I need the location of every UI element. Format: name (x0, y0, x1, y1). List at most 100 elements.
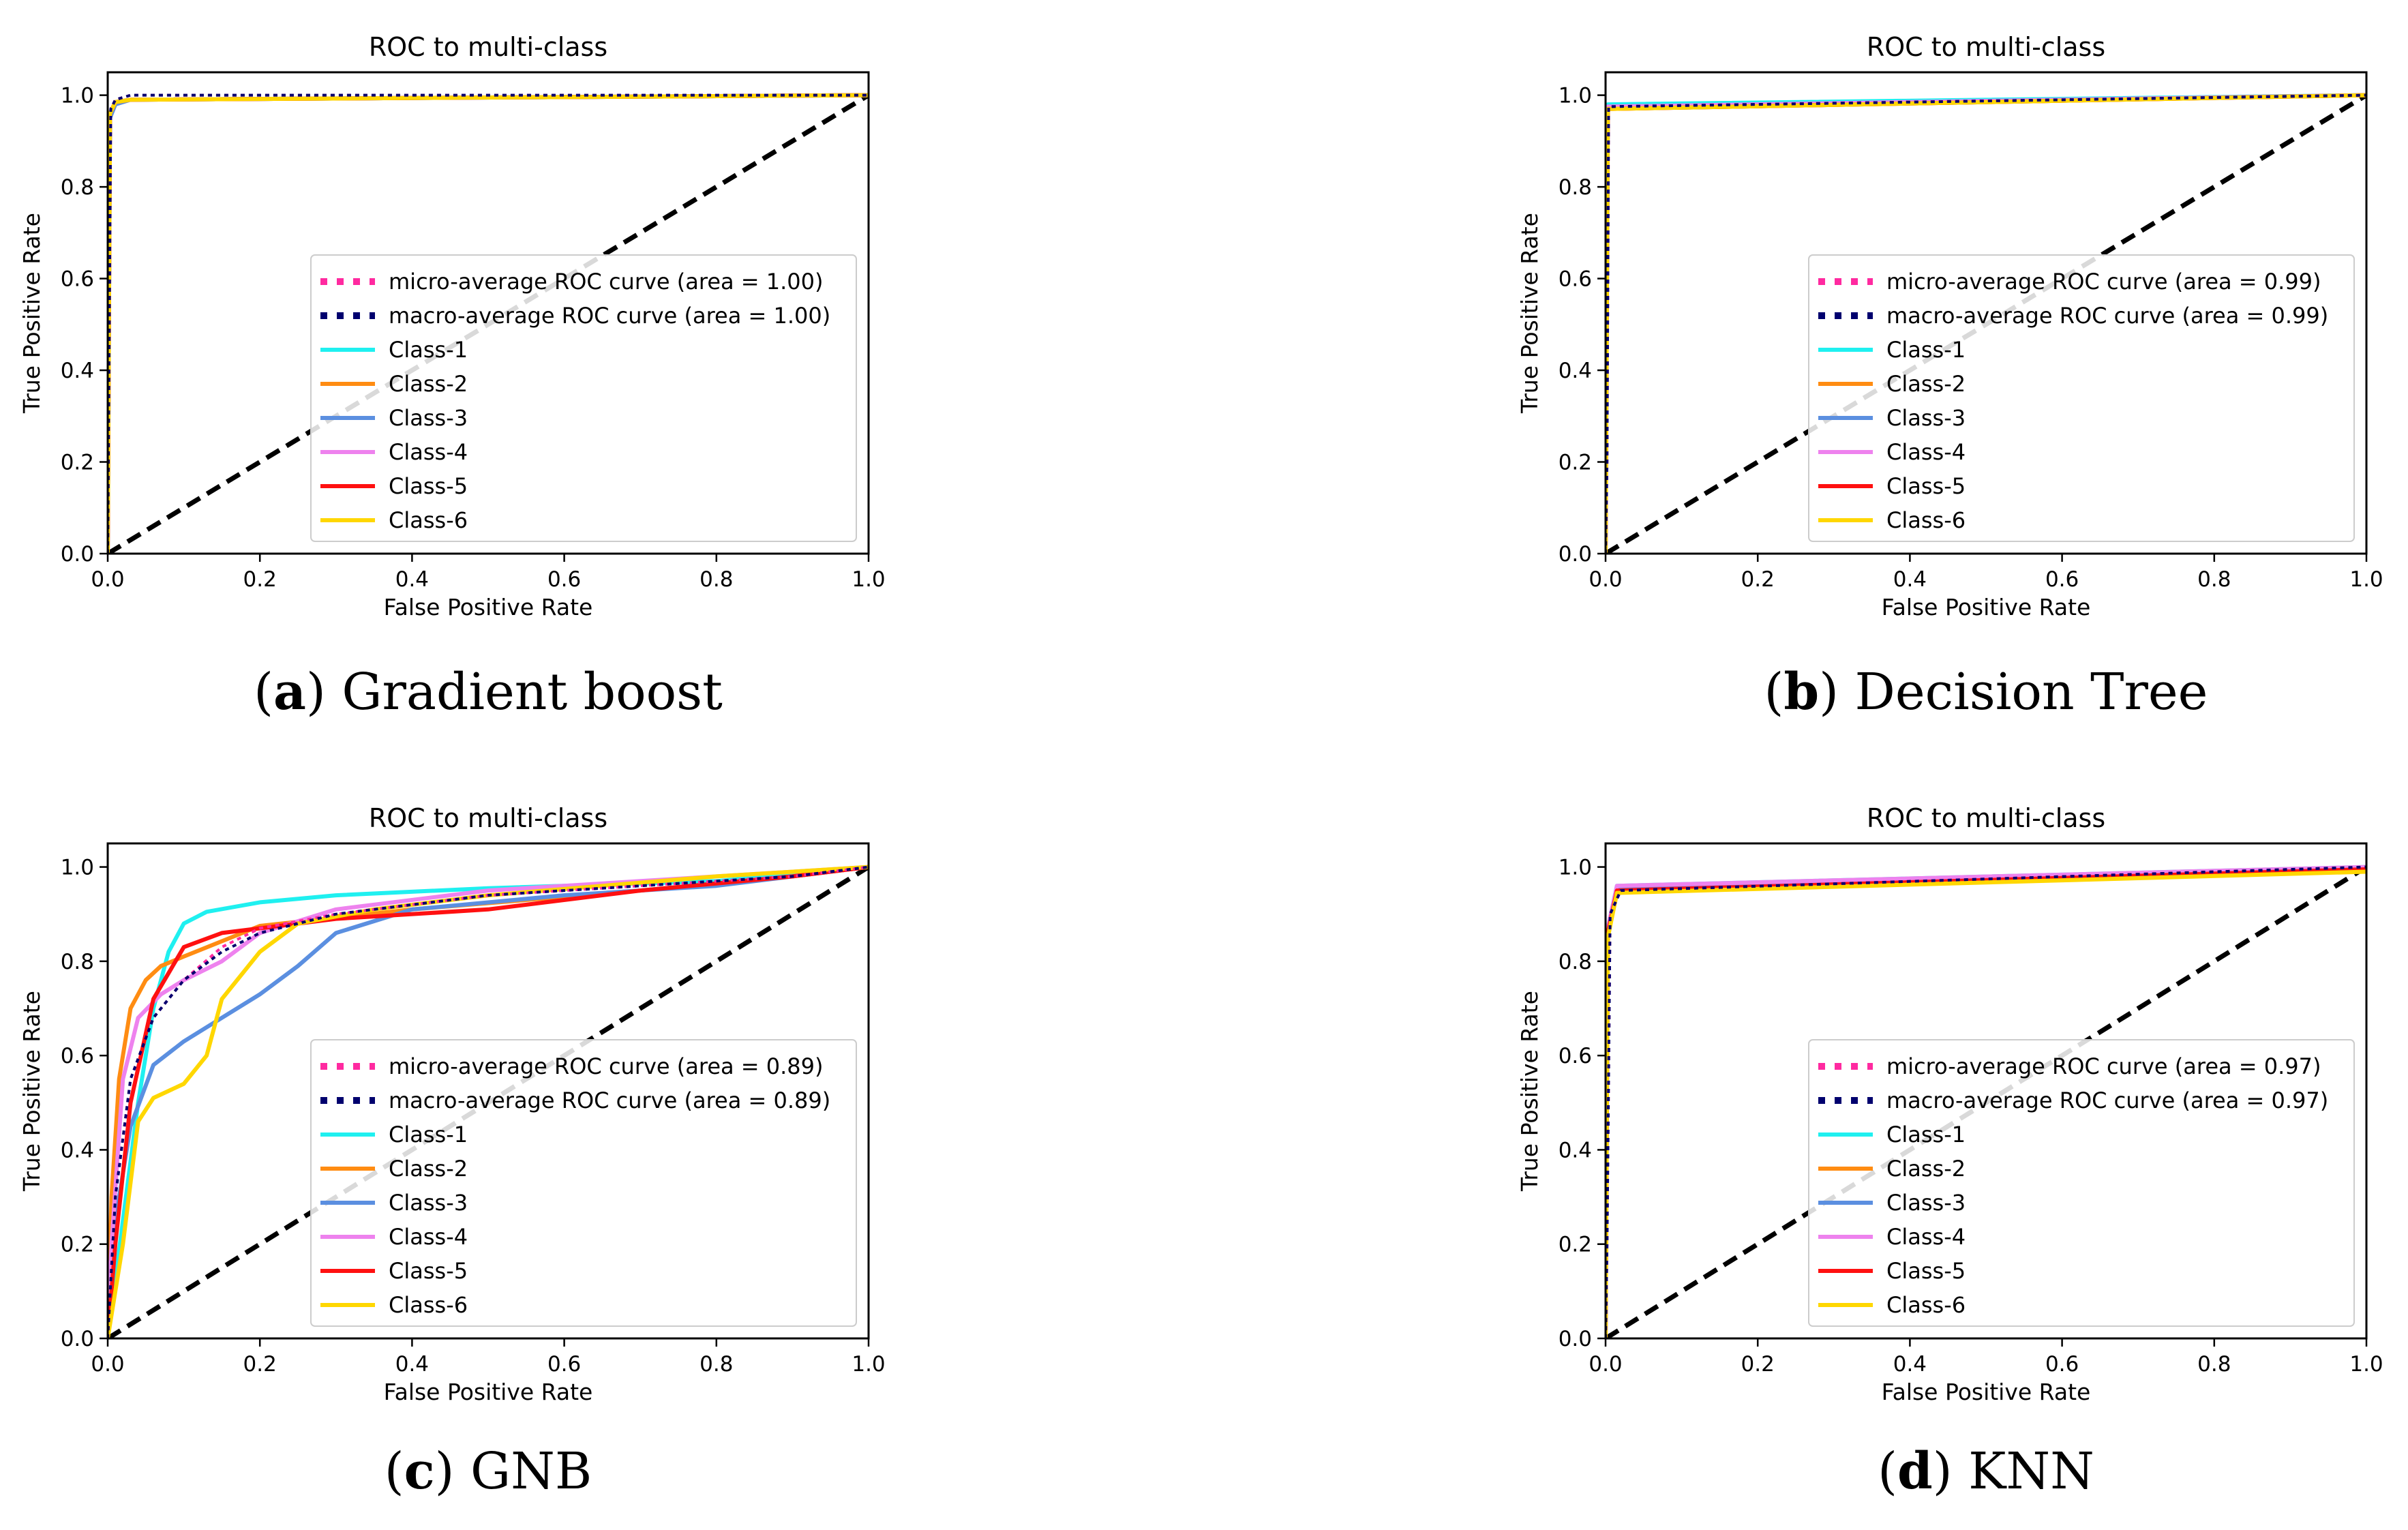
legend-label: Class-3 (389, 1190, 468, 1216)
legend-label: Class-5 (1886, 1258, 1966, 1284)
y-tick-label: 0.6 (61, 267, 94, 292)
legend-label: Class-2 (389, 371, 468, 397)
legend: micro-average ROC curve (area = 0.97) mac… (1808, 1039, 2355, 1327)
legend-box (1808, 1039, 2355, 1327)
caption-text: Gradient boost (342, 663, 723, 721)
x-tick-label: 0.4 (1893, 1352, 1927, 1377)
caption-letter: b (1784, 663, 1819, 721)
legend-label: macro-average ROC curve (area = 1.00) (389, 303, 830, 329)
chart-title: ROC to multi-class (1867, 803, 2105, 833)
x-axis-label: False Positive Rate (384, 1379, 593, 1405)
y-tick-label: 1.0 (61, 84, 94, 108)
roc-panel-d: 0.0 0.2 0.4 0.6 0.8 1.0 0.0 0.2 0.4 0.6 0.8 1.0 ROC … (1516, 803, 2383, 1501)
y-tick-label: 0.0 (1559, 542, 1592, 567)
roc-panel-c: 0.0 0.2 0.4 0.6 0.8 1.0 0.0 0.2 0.4 0.6 0.8 1.0 ROC … (18, 803, 886, 1501)
y-axis-label: True Positive Rate (18, 991, 45, 1192)
legend-label: Class-6 (389, 1292, 468, 1318)
x-tick-label: 0.4 (1893, 567, 1927, 592)
y-tick-label: 0.8 (61, 950, 94, 974)
y-tick-label: 0.2 (1559, 1233, 1592, 1257)
y-tick-label: 0.0 (61, 1327, 94, 1351)
legend: micro-average ROC curve (area = 0.99) mac… (1808, 254, 2355, 542)
x-axis-label: False Positive Rate (1882, 1379, 2091, 1405)
x-tick-label: 0.6 (547, 1352, 581, 1377)
legend-label: Class-3 (1886, 405, 1966, 431)
legend-label: micro-average ROC curve (area = 0.97) (1886, 1053, 2321, 1079)
legend-label: Class-5 (389, 1258, 468, 1284)
legend-label: Class-1 (389, 337, 468, 363)
legend-label: Class-2 (1886, 371, 1966, 397)
axes-frame (106, 842, 870, 1340)
caption-open-paren: ( (1878, 1442, 1897, 1501)
y-tick-label: 0.6 (61, 1044, 94, 1068)
legend-label: macro-average ROC curve (area = 0.99) (1886, 303, 2328, 329)
caption-close-paren: ) (1819, 663, 1854, 721)
y-tick-label: 0.2 (61, 1233, 94, 1257)
y-axis-label: True Positive Rate (18, 213, 45, 414)
x-axis-label: False Positive Rate (1882, 594, 2091, 620)
caption-close-paren: ) (306, 663, 342, 721)
caption-letter: a (273, 663, 306, 721)
x-tick-label: 0.4 (395, 567, 429, 592)
x-tick-label: 0.2 (1741, 1352, 1775, 1377)
y-axis-label: True Positive Rate (1516, 991, 1543, 1192)
chart-title: ROC to multi-class (369, 32, 607, 62)
legend-label: Class-2 (389, 1156, 468, 1182)
chart-title: ROC to multi-class (1867, 32, 2105, 62)
legend-label: Class-3 (389, 405, 468, 431)
chart-title: ROC to multi-class (369, 803, 607, 833)
x-tick-label: 0.8 (699, 567, 733, 592)
caption-text: Decision Tree (1855, 663, 2208, 721)
caption-open-paren: ( (1764, 663, 1784, 721)
x-tick-label: 0.8 (699, 1352, 733, 1377)
caption-letter: d (1897, 1442, 1933, 1501)
axes-frame (106, 71, 870, 555)
roc-curves (1606, 865, 2366, 1338)
legend-box (1808, 254, 2355, 542)
caption-open-paren: ( (254, 663, 273, 721)
x-tick-label: 1.0 (852, 1352, 885, 1377)
caption-close-paren: ) (435, 1442, 470, 1501)
y-tick-label: 0.4 (61, 359, 94, 383)
caption-text: GNB (470, 1442, 592, 1501)
legend-label: macro-average ROC curve (area = 0.97) (1886, 1088, 2328, 1113)
roc-curve-macro (108, 93, 869, 554)
y-tick-label: 0.0 (61, 542, 94, 567)
roc-curve-macro (108, 865, 869, 1338)
roc-curve-class-3 (108, 865, 869, 1338)
legend-label: macro-average ROC curve (area = 0.89) (389, 1088, 830, 1113)
legend-label: Class-4 (1886, 1224, 1966, 1250)
y-tick-label: 1.0 (61, 856, 94, 880)
x-tick-label: 0.2 (243, 1352, 277, 1377)
caption-open-paren: ( (385, 1442, 404, 1501)
legend-label: Class-4 (389, 439, 468, 465)
x-tick-label: 0.0 (91, 1352, 124, 1377)
roc-curve-macro (1606, 865, 2366, 1338)
y-tick-label: 0.4 (1559, 1138, 1592, 1162)
x-tick-label: 0.0 (1589, 567, 1622, 592)
x-axis-label: False Positive Rate (384, 594, 593, 620)
legend-label: Class-5 (1886, 473, 1966, 499)
y-tick-label: 0.4 (1559, 359, 1592, 383)
y-tick-label: 0.2 (61, 451, 94, 475)
y-tick-label: 0.0 (1559, 1327, 1592, 1351)
y-tick-label: 0.8 (61, 175, 94, 200)
y-tick-label: 0.8 (1559, 175, 1592, 200)
legend-label: Class-1 (1886, 1122, 1966, 1148)
legend-label: Class-1 (1886, 337, 1966, 363)
x-tick-label: 1.0 (852, 567, 885, 592)
legend-box (310, 254, 857, 542)
caption-text: KNN (1968, 1442, 2094, 1501)
legend-label: Class-1 (389, 1122, 468, 1148)
legend-label: Class-6 (1886, 507, 1966, 533)
legend-label: micro-average ROC curve (area = 1.00) (389, 269, 824, 295)
y-tick-label: 1.0 (1559, 856, 1592, 880)
panel-caption: (b) Decision Tree (1764, 663, 2208, 721)
y-tick-label: 1.0 (1559, 84, 1592, 108)
legend-label: Class-6 (389, 507, 468, 533)
panel-caption: (d) KNN (1878, 1442, 2094, 1501)
y-tick-label: 0.8 (1559, 950, 1592, 974)
x-tick-label: 0.6 (547, 567, 581, 592)
